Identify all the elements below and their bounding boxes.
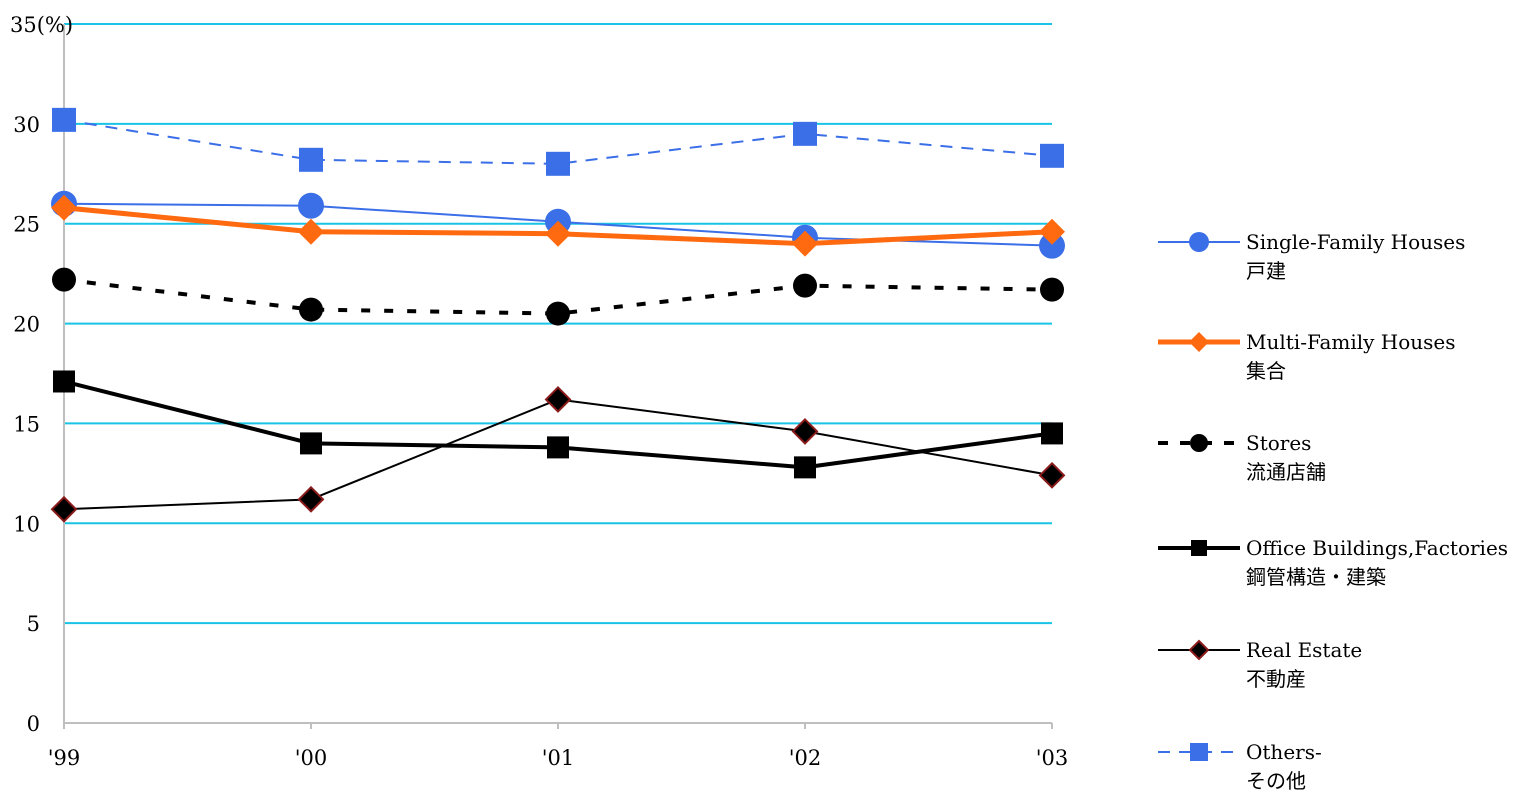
data-point-office: [53, 370, 75, 393]
legend-item-office: Office Buildings,Factories 鋼管構造・建築: [1158, 536, 1508, 589]
legend-marker: [1188, 639, 1210, 661]
legend-item-stores: Stores 流通店舗: [1158, 431, 1326, 484]
series-line-others: [63, 118, 1053, 165]
y-axis-top-label: 35(%): [10, 13, 73, 37]
legend: Single-Family Houses 戸建 Multi-Family House…: [1158, 230, 1508, 793]
legend-label-ja: 集合: [1246, 359, 1286, 383]
legend-label-en: Multi-Family Houses: [1246, 330, 1456, 354]
legend-label-en: Office Buildings,Factories: [1246, 536, 1508, 560]
data-point-stores: [52, 267, 76, 292]
data-point-single: [298, 192, 324, 219]
data-point-realestate: [297, 485, 325, 513]
data-point-office: [794, 456, 816, 479]
data-point-realestate: [791, 418, 819, 445]
series-stores: [52, 267, 1064, 326]
data-point-multi: [792, 230, 818, 257]
series-realestate: [50, 386, 1066, 523]
data-point-others: [1040, 143, 1064, 168]
series-layer: [50, 107, 1066, 523]
data-point-realestate: [544, 386, 572, 413]
legend-item-single: Single-Family Houses 戸建: [1158, 230, 1465, 283]
legend-label-ja: 流通店舗: [1246, 460, 1326, 484]
data-point-stores: [299, 297, 323, 322]
legend-label-en: Real Estate: [1246, 638, 1362, 662]
data-point-multi: [298, 218, 324, 245]
legend-label-ja: 鋼管構造・建築: [1246, 565, 1386, 589]
series-line-stores: [63, 277, 1053, 316]
y-tick-label: 5: [27, 612, 40, 636]
y-tick-label: 0: [27, 712, 40, 736]
legend-label-en: Others-: [1246, 740, 1322, 764]
data-point-office: [1041, 422, 1063, 445]
legend-label-en: Single-Family Houses: [1246, 230, 1465, 254]
data-point-multi: [51, 194, 77, 221]
data-point-stores: [793, 273, 817, 298]
legend-marker: [1190, 743, 1208, 761]
data-point-multi: [1039, 218, 1065, 245]
data-point-stores: [546, 301, 570, 326]
data-point-others: [52, 107, 76, 132]
data-point-others: [299, 147, 323, 172]
data-point-office: [547, 436, 569, 459]
data-point-single: [1039, 232, 1065, 259]
y-tick-label: 30: [13, 113, 40, 137]
data-point-office: [300, 432, 322, 455]
y-tick-label: 10: [13, 512, 40, 536]
y-axis-ticks: 0 5 10 15 20 25 30 35(%): [10, 13, 73, 736]
legend-item-others: Others- その他: [1158, 740, 1322, 793]
data-point-realestate: [1038, 461, 1066, 489]
x-tick-label: '99: [48, 746, 81, 770]
data-point-others: [793, 121, 817, 146]
legend-label-ja: その他: [1246, 769, 1306, 793]
legend-label-ja: 戸建: [1246, 259, 1286, 283]
legend-item-realestate: Real Estate 不動産: [1158, 638, 1362, 691]
legend-item-multi: Multi-Family Houses 集合: [1158, 330, 1456, 383]
y-tick-label: 25: [13, 213, 40, 237]
data-point-others: [546, 151, 570, 176]
data-point-realestate: [50, 495, 78, 523]
data-point-stores: [1040, 277, 1064, 302]
data-point-multi: [545, 220, 571, 247]
x-tick-label: '02: [789, 746, 822, 770]
x-tick-label: '00: [295, 746, 328, 770]
legend-label-ja: 不動産: [1246, 667, 1306, 691]
legend-marker: [1189, 332, 1209, 352]
legend-marker: [1191, 540, 1207, 556]
y-tick-label: 15: [13, 412, 40, 436]
series-others: [52, 107, 1064, 176]
x-tick-label: '03: [1036, 746, 1069, 770]
legend-marker: [1189, 232, 1209, 252]
y-tick-label: 20: [13, 313, 40, 337]
legend-marker: [1190, 434, 1208, 452]
legend-label-en: Stores: [1246, 431, 1311, 455]
series-office: [53, 370, 1063, 479]
x-tick-label: '01: [542, 746, 575, 770]
series-multi: [51, 194, 1065, 257]
x-axis-ticks: '99 '00 '01 '02 '03: [48, 746, 1069, 770]
